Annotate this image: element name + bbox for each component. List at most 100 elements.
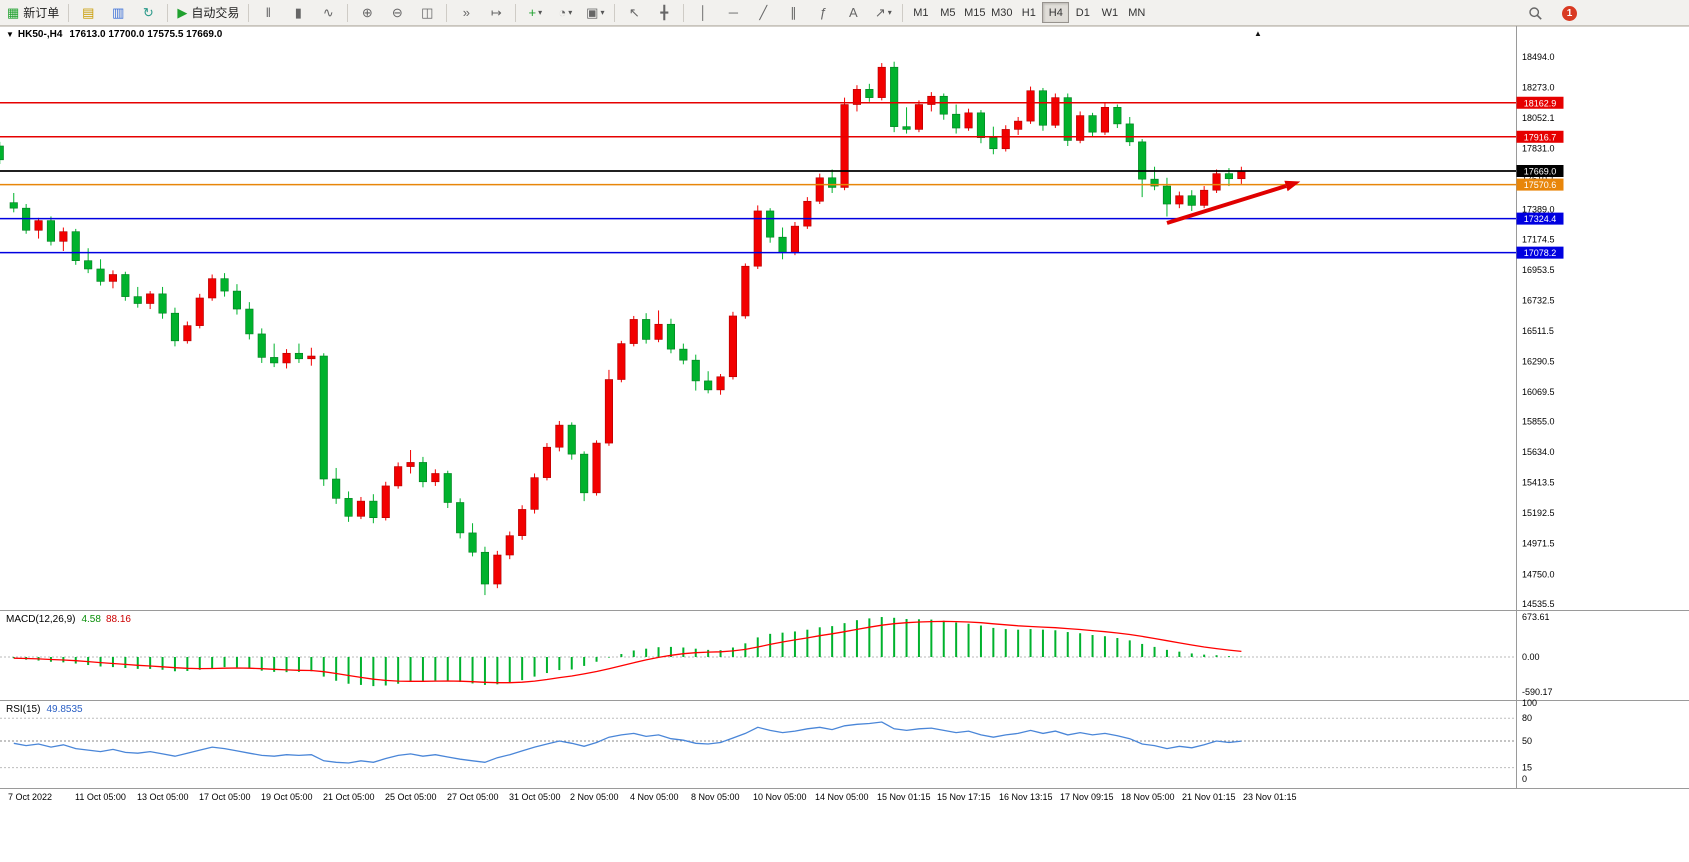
time-axis-label: 16 Nov 13:15 xyxy=(999,792,1053,802)
candle xyxy=(642,313,651,344)
vertical-line-icon: │ xyxy=(699,5,708,20)
timeframe-m15-button[interactable]: M15 xyxy=(964,6,986,19)
price-axis-label: 16511.5 xyxy=(1522,326,1554,336)
channel-button[interactable]: ∥ xyxy=(779,2,807,24)
time-axis-label: 25 Oct 05:00 xyxy=(385,792,437,802)
timeframe-w1-button[interactable]: W1 xyxy=(1101,6,1119,19)
candle-body xyxy=(1076,115,1085,141)
candle xyxy=(518,505,527,540)
zoom-out-button[interactable]: ⊖ xyxy=(383,2,411,24)
rsi-indicator-label: RSI(15) 49.8535 xyxy=(6,704,83,715)
candle xyxy=(840,97,849,191)
candle-body xyxy=(493,554,502,585)
chart-canvas[interactable]: 18494.018273.018052.117831.017610.117389… xyxy=(0,26,1689,862)
candle-body xyxy=(84,260,93,270)
timeframe-m1-button[interactable]: M1 xyxy=(913,6,929,19)
candle-body xyxy=(803,200,812,227)
chart-shift-button[interactable]: ↦ xyxy=(482,2,510,24)
cursor-button[interactable]: ↖ xyxy=(620,2,648,24)
arrows-tool-icon: ↗ xyxy=(874,5,886,20)
candle-body xyxy=(518,509,527,536)
candle-body xyxy=(369,500,378,519)
arrows-tool-button[interactable]: ↗ ▾ xyxy=(869,2,897,24)
candle-body xyxy=(617,343,626,380)
toolbar-separator xyxy=(614,3,616,22)
price-tag: 17570.6 xyxy=(1516,178,1564,191)
time-axis-label: 23 Nov 01:15 xyxy=(1243,792,1297,802)
templates-button[interactable]: ▣ ▾ xyxy=(581,2,609,24)
candle-body xyxy=(133,296,142,304)
candle-body xyxy=(356,500,366,517)
trendline-button[interactable]: ╱ xyxy=(749,2,777,24)
candle xyxy=(989,126,998,155)
candle xyxy=(245,302,254,340)
candle xyxy=(691,354,700,391)
periods-button[interactable]: ◔ ▾ xyxy=(551,2,579,24)
bar-chart-button[interactable]: ‖ xyxy=(254,2,282,24)
price-tag-text: 17570.6 xyxy=(1524,180,1557,190)
time-axis-label: 17 Oct 05:00 xyxy=(199,792,251,802)
price-axis-label: 16732.5 xyxy=(1522,295,1555,305)
timeframe-mn-button[interactable]: MN xyxy=(1128,6,1146,19)
timeframe-m5-button[interactable]: M5 xyxy=(940,6,956,19)
vertical-line-button[interactable]: │ xyxy=(689,2,717,24)
candle-body xyxy=(828,177,837,188)
indicators-button[interactable]: + ▾ xyxy=(521,2,549,24)
auto-scroll-icon: » xyxy=(462,5,470,20)
price-axis-label: 17174.5 xyxy=(1522,234,1555,244)
timeframe-d1-button[interactable]: D1 xyxy=(1075,6,1090,19)
rsi-scale-label: 50 xyxy=(1522,736,1532,746)
chart-window[interactable]: 18494.018273.018052.117831.017610.117389… xyxy=(0,26,1689,862)
refresh-button[interactable]: ↻ xyxy=(134,2,162,24)
text-tool-button[interactable]: A xyxy=(839,2,867,24)
line-chart-button[interactable]: ∿ xyxy=(314,2,342,24)
crosshair-button[interactable]: ╋ xyxy=(650,2,678,24)
candle xyxy=(468,523,477,557)
horizontal-line-button[interactable]: ─ xyxy=(719,2,747,24)
time-axis-label: 8 Nov 05:00 xyxy=(691,792,740,802)
candle-body xyxy=(0,145,4,161)
macd-name: MACD(12,26,9) xyxy=(6,614,76,625)
profiles-icon: ▥ xyxy=(112,5,125,20)
trend-arrow[interactable] xyxy=(1166,180,1301,225)
candle-body xyxy=(59,231,68,242)
chart-menu-arrow-icon[interactable]: ▼ xyxy=(6,30,14,39)
fibonacci-button[interactable]: ƒ xyxy=(809,2,837,24)
candle xyxy=(294,343,304,363)
charts-button[interactable]: ▤ xyxy=(74,2,102,24)
rsi-name: RSI(15) xyxy=(6,704,41,715)
trend-arrow-shaft xyxy=(1166,184,1287,225)
zoom-in-button[interactable]: ⊕ xyxy=(353,2,381,24)
new-order-button[interactable]: ▦ 新订单 xyxy=(3,2,63,24)
candle xyxy=(629,315,638,347)
price-axis-label: 15413.5 xyxy=(1522,478,1555,488)
notification-badge[interactable]: 1 xyxy=(1562,5,1577,21)
timeframe-h4-button[interactable]: H4 xyxy=(1042,2,1070,23)
timeframe-m30-button[interactable]: M30 xyxy=(991,6,1013,19)
timeframe-h1-button[interactable]: H1 xyxy=(1021,6,1036,19)
candle xyxy=(542,443,552,481)
candle-body xyxy=(232,290,241,310)
profiles-button[interactable]: ▥ xyxy=(104,2,132,24)
macd-scale-label: -590.17 xyxy=(1522,687,1553,697)
candle xyxy=(34,217,43,239)
candle-body xyxy=(716,376,725,391)
search-button[interactable] xyxy=(1521,2,1549,24)
cursor-icon: ↖ xyxy=(628,5,640,20)
candlestick-chart-button[interactable]: ▮ xyxy=(284,2,312,24)
time-axis[interactable]: 7 Oct 2022 11 Oct 05:00 13 Oct 05:00 17 Oct… xyxy=(8,792,1297,802)
candle-body xyxy=(270,357,279,364)
price-axis-label: 18052.1 xyxy=(1522,113,1555,123)
macd-main-value: 4.58 xyxy=(81,614,101,625)
candle-body xyxy=(741,265,750,317)
candle-body xyxy=(1113,106,1122,125)
price-axis-label: 14535.5 xyxy=(1522,599,1555,609)
tile-windows-button[interactable]: ◫ xyxy=(413,2,441,24)
candle-body xyxy=(877,66,886,98)
auto-scroll-button[interactable]: » xyxy=(452,2,480,24)
autotrading-button[interactable]: ▶ 自动交易 xyxy=(173,2,243,24)
candle-body xyxy=(914,104,924,130)
candle-body xyxy=(1138,141,1147,180)
candle xyxy=(704,371,713,394)
candle xyxy=(220,273,229,297)
